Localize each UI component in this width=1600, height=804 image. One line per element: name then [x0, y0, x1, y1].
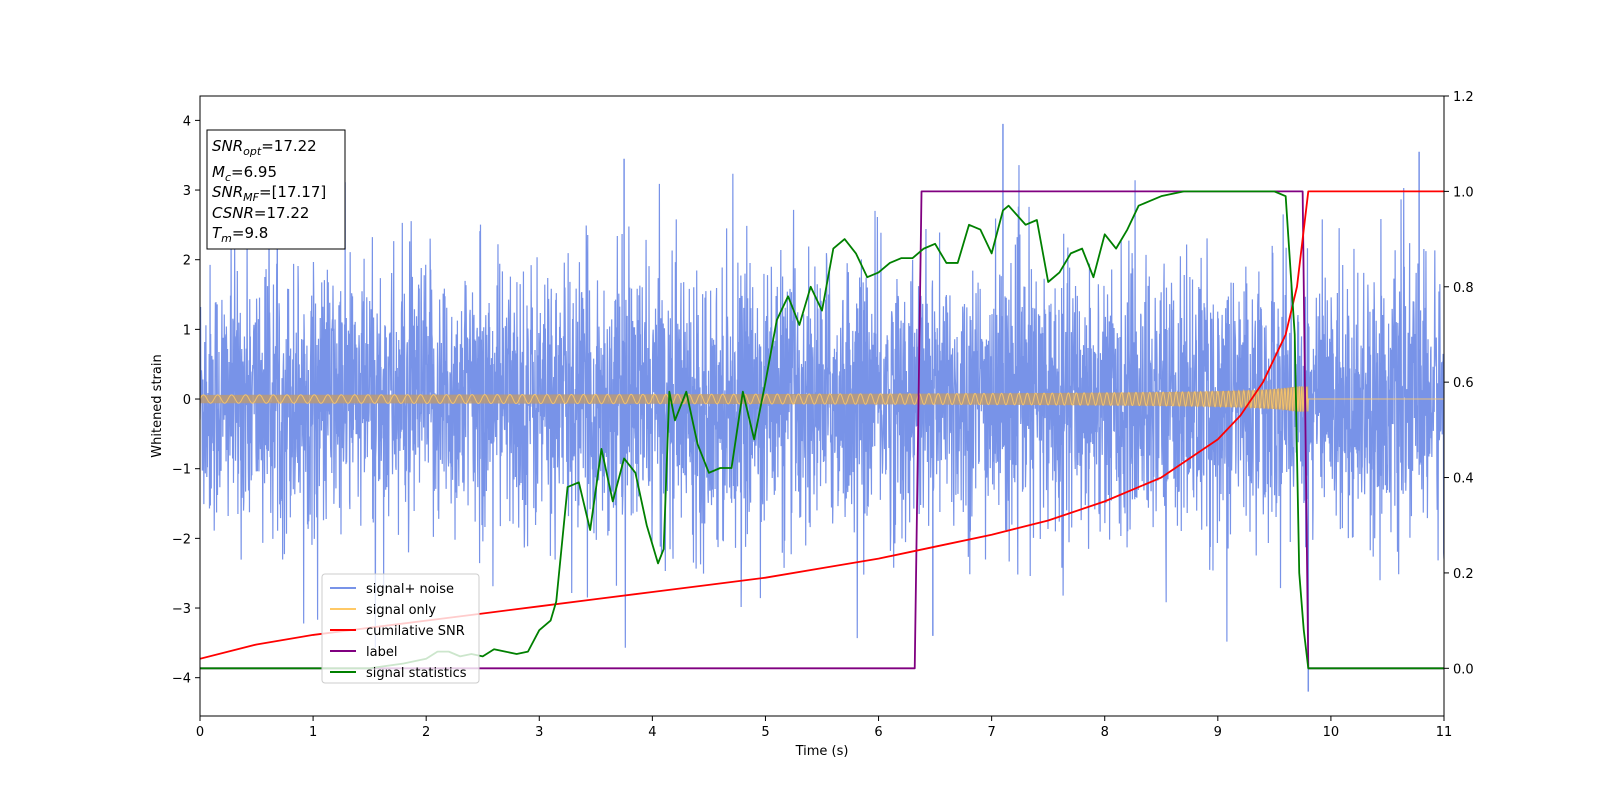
info-snr-mf-subscript: MF [243, 191, 259, 204]
x-tick-label: 0 [196, 725, 204, 740]
y-right-tick-label: 1.2 [1453, 90, 1474, 105]
line-signal-noise [200, 165, 1444, 648]
line-signal-statistics [200, 190, 1444, 670]
y-left-tick-label: −2 [172, 532, 191, 547]
y-axis-left: −4 −3 −2 −1 0 1 2 3 4 [172, 114, 200, 687]
info-snr-opt-subscript: opt [243, 145, 262, 158]
info-mc-symbol: M [212, 163, 225, 181]
info-snr-opt-symbol: SNR [212, 137, 243, 155]
x-tick-label: 1 [309, 725, 317, 740]
y-left-tick-label: 1 [183, 323, 191, 338]
info-tm-subscript: m [221, 232, 232, 245]
y-right-tick-label: 1.0 [1453, 185, 1474, 200]
legend-entry: label [366, 645, 397, 660]
legend-entry: signal+ noise [366, 582, 454, 597]
x-tick-label: 4 [648, 725, 656, 740]
y-axis-label: Whitened strain [150, 354, 165, 457]
legend: signal+ noise signal only cumilative SNR la… [321, 573, 480, 684]
x-tick-label: 7 [987, 725, 995, 740]
y-left-tick-label: 3 [183, 184, 191, 199]
y-right-tick-label: 0.4 [1453, 472, 1474, 487]
info-box: SNRopt=17.22 Mc=6.95 SNRMF=[17.17] CSNR=… [206, 129, 346, 250]
y-right-tick-label: 0.8 [1453, 281, 1474, 296]
x-tick-label: 11 [1436, 725, 1453, 740]
plot-area [200, 123, 1444, 692]
legend-entry: signal statistics [366, 666, 467, 681]
info-tm: Tm=9.8 [212, 224, 268, 245]
x-tick-label: 3 [535, 725, 543, 740]
series-signal-noise [200, 123, 1444, 692]
y-right-tick-label: 0.2 [1453, 567, 1474, 582]
y-left-tick-label: 4 [183, 114, 191, 129]
info-snr-mf-value: =[17.17] [259, 183, 326, 201]
y-left-tick-label: −4 [172, 672, 191, 687]
plot-frame [199, 95, 1445, 717]
info-box-frame [206, 129, 346, 250]
info-tm-symbol: T [212, 224, 223, 242]
info-snr-opt: SNRopt=17.22 [212, 137, 317, 158]
line-signal-only [200, 386, 1444, 412]
y-axis-right: 0.0 0.2 0.4 0.6 0.8 1.0 1.2 [1444, 90, 1474, 677]
y-right-tick-label: 0.6 [1453, 376, 1474, 391]
info-mc: Mc=6.95 [212, 163, 277, 184]
x-tick-label: 6 [874, 725, 882, 740]
signal-envelope [200, 386, 1309, 412]
info-snr-mf: SNRMF=[17.17] [212, 183, 326, 204]
x-tick-label: 5 [761, 725, 769, 740]
x-axis: 0 1 2 3 4 5 6 7 8 9 10 11 [196, 716, 1452, 740]
info-csnr-symbol: CSNR [212, 204, 254, 222]
info-snr-mf-symbol: SNR [212, 183, 243, 201]
info-mc-subscript: c [225, 171, 231, 184]
y-right-tick-label: 0.0 [1453, 662, 1474, 677]
x-axis-label: Time (s) [795, 744, 849, 759]
info-csnr: CSNR=17.22 [212, 204, 309, 222]
y-left-tick-label: −1 [172, 463, 191, 478]
y-left-tick-label: −3 [172, 602, 191, 617]
info-mc-value: =6.95 [231, 163, 277, 181]
info-snr-opt-value: =17.22 [261, 137, 317, 155]
series-signal-statistics [200, 190, 1444, 670]
info-csnr-value: =17.22 [254, 204, 310, 222]
series-signal-only [200, 386, 1444, 412]
x-tick-label: 10 [1323, 725, 1340, 740]
legend-entry: cumilative SNR [366, 624, 465, 639]
legend-frame [321, 573, 480, 684]
x-tick-label: 9 [1214, 725, 1222, 740]
y-left-tick-label: 0 [183, 393, 191, 408]
y-left-tick-label: 2 [183, 254, 191, 269]
legend-entry: signal only [366, 603, 436, 618]
x-tick-label: 8 [1101, 725, 1109, 740]
info-tm-value: =9.8 [232, 224, 268, 242]
x-tick-label: 2 [422, 725, 430, 740]
